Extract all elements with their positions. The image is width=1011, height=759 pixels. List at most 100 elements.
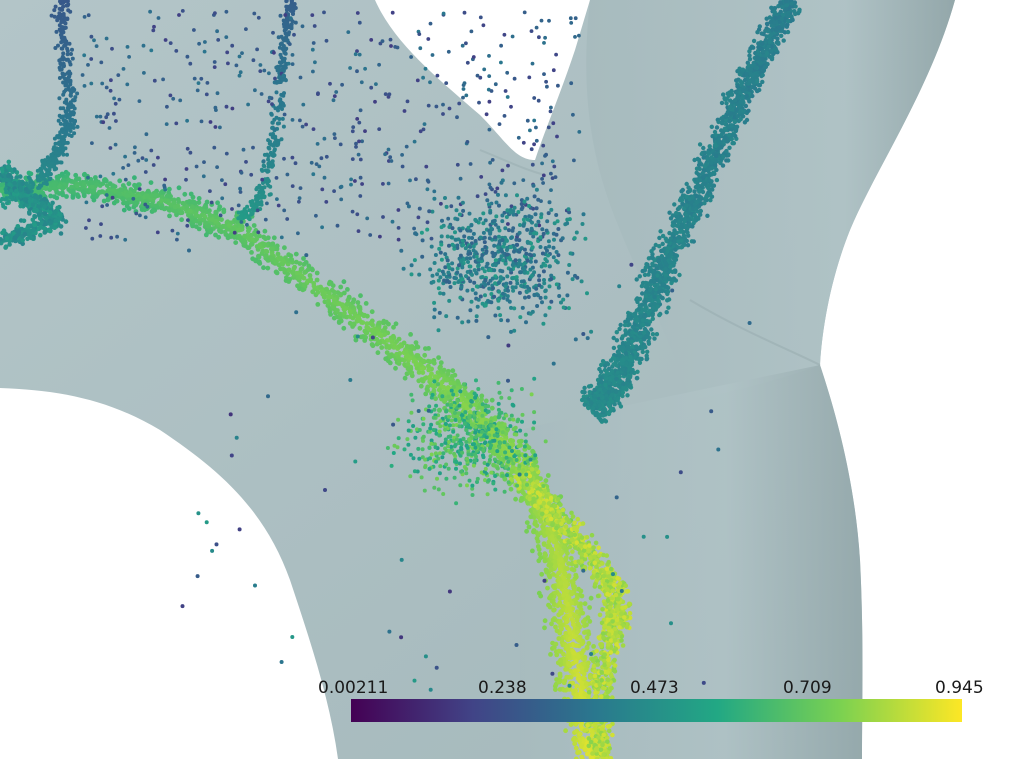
particle bbox=[405, 361, 411, 367]
particle bbox=[601, 732, 606, 738]
particle bbox=[590, 657, 596, 662]
particle bbox=[521, 468, 526, 473]
particle bbox=[664, 310, 669, 315]
particle bbox=[200, 208, 206, 214]
particle bbox=[601, 752, 606, 757]
particle bbox=[330, 304, 336, 310]
particle bbox=[732, 119, 738, 125]
particle bbox=[126, 181, 132, 187]
particle bbox=[315, 290, 321, 295]
particle bbox=[609, 685, 614, 691]
particle bbox=[538, 517, 543, 523]
particle bbox=[524, 528, 529, 534]
particle bbox=[556, 679, 562, 685]
particle bbox=[612, 582, 617, 588]
particle bbox=[730, 141, 735, 146]
particle bbox=[561, 687, 567, 693]
particle bbox=[533, 467, 539, 472]
particle bbox=[535, 490, 541, 496]
particle bbox=[402, 375, 408, 381]
particle bbox=[598, 747, 604, 753]
particle bbox=[263, 253, 268, 259]
particle bbox=[561, 680, 567, 686]
particle bbox=[307, 273, 313, 278]
particle bbox=[71, 189, 76, 195]
particle bbox=[450, 368, 456, 374]
particle bbox=[706, 177, 712, 183]
particle bbox=[341, 325, 347, 331]
particle bbox=[404, 343, 410, 349]
particle bbox=[574, 528, 579, 533]
particle bbox=[194, 207, 200, 213]
particle bbox=[742, 120, 748, 125]
particle bbox=[396, 358, 402, 364]
particle bbox=[438, 360, 444, 366]
particle bbox=[270, 246, 275, 252]
particle bbox=[148, 180, 154, 186]
particle bbox=[542, 488, 548, 494]
particle bbox=[167, 213, 172, 219]
particle bbox=[382, 332, 388, 337]
particle bbox=[412, 358, 418, 364]
particle bbox=[605, 642, 611, 647]
particle bbox=[566, 650, 571, 656]
particle bbox=[450, 373, 455, 379]
particle bbox=[570, 619, 576, 625]
particle bbox=[330, 283, 336, 288]
particle bbox=[564, 666, 570, 672]
particle bbox=[622, 322, 628, 328]
particle bbox=[431, 383, 437, 389]
particle bbox=[556, 648, 562, 654]
particle bbox=[571, 650, 577, 656]
particle bbox=[306, 263, 312, 269]
particle bbox=[574, 600, 579, 606]
particle bbox=[548, 652, 553, 657]
particle bbox=[619, 611, 624, 616]
particle bbox=[573, 745, 579, 751]
particle bbox=[314, 270, 320, 276]
particle bbox=[75, 192, 80, 198]
particle bbox=[592, 554, 597, 559]
particle bbox=[596, 735, 601, 740]
particle bbox=[178, 209, 184, 215]
particle bbox=[152, 193, 158, 198]
particle bbox=[542, 625, 547, 631]
particle bbox=[429, 371, 434, 377]
particle bbox=[436, 374, 442, 379]
particle bbox=[343, 306, 348, 311]
particle bbox=[522, 447, 528, 452]
particle bbox=[582, 691, 588, 697]
particle bbox=[608, 406, 614, 412]
particle bbox=[573, 545, 578, 550]
particle bbox=[587, 543, 592, 548]
particle bbox=[539, 511, 545, 517]
particle bbox=[581, 548, 587, 553]
particle bbox=[557, 564, 563, 570]
particle bbox=[407, 369, 413, 375]
particle bbox=[759, 31, 764, 36]
particle bbox=[489, 397, 495, 403]
particle bbox=[93, 175, 98, 180]
particle bbox=[727, 145, 732, 150]
particle bbox=[254, 236, 259, 242]
particle bbox=[600, 607, 605, 612]
particle bbox=[769, 48, 774, 53]
particle bbox=[726, 132, 732, 138]
particle bbox=[573, 659, 579, 664]
particle bbox=[574, 609, 580, 615]
particle bbox=[575, 516, 581, 522]
particle bbox=[550, 572, 556, 577]
particle bbox=[533, 519, 538, 525]
particle bbox=[557, 673, 563, 679]
particle bbox=[615, 596, 621, 602]
particle bbox=[549, 593, 554, 598]
particle bbox=[649, 327, 654, 332]
particle bbox=[519, 438, 524, 444]
particle bbox=[615, 575, 620, 581]
particle bbox=[556, 570, 562, 576]
particle bbox=[612, 657, 617, 663]
particle bbox=[311, 283, 317, 289]
particle bbox=[574, 540, 579, 545]
particle bbox=[714, 177, 720, 183]
